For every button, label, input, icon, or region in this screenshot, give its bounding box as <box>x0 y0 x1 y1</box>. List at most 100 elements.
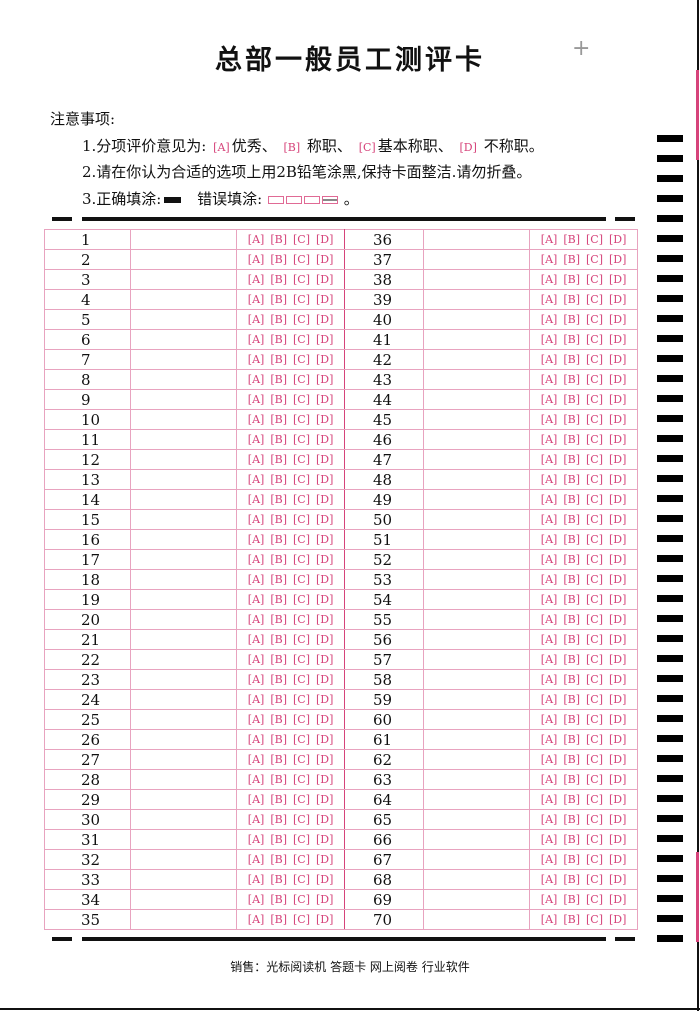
option-bubble-c[interactable]: [C] <box>585 273 603 286</box>
option-bubble-d[interactable]: [D] <box>608 233 627 246</box>
option-bubble-c[interactable]: [C] <box>585 413 603 426</box>
option-bubble-d[interactable]: [D] <box>608 593 627 606</box>
option-bubble-b[interactable]: [B] <box>563 233 580 246</box>
option-bubble-c[interactable]: [C] <box>292 813 310 826</box>
option-bubble-a[interactable]: [A] <box>540 613 558 626</box>
option-bubble-a[interactable]: [A] <box>540 553 558 566</box>
option-bubble-d[interactable]: [D] <box>608 433 627 446</box>
option-bubble-b[interactable]: [B] <box>563 493 580 506</box>
option-bubble-d[interactable]: [D] <box>315 673 334 686</box>
option-bubble-c[interactable]: [C] <box>585 853 603 866</box>
option-bubble-a[interactable]: [A] <box>247 913 265 926</box>
option-bubble-b[interactable]: [B] <box>563 553 580 566</box>
option-bubble-d[interactable]: [D] <box>608 753 627 766</box>
option-bubble-b[interactable]: [B] <box>270 873 287 886</box>
option-bubble-b[interactable]: [B] <box>563 673 580 686</box>
option-bubble-d[interactable]: [D] <box>315 753 334 766</box>
option-bubble-c[interactable]: [C] <box>585 653 603 666</box>
option-bubble-d[interactable]: [D] <box>608 773 627 786</box>
option-bubble-b[interactable]: [B] <box>563 373 580 386</box>
option-bubble-b[interactable]: [B] <box>270 853 287 866</box>
option-bubble-b[interactable]: [B] <box>270 833 287 846</box>
option-bubble-b[interactable]: [B] <box>563 893 580 906</box>
option-bubble-d[interactable]: [D] <box>315 833 334 846</box>
option-bubble-d[interactable]: [D] <box>315 553 334 566</box>
option-bubble-b[interactable]: [B] <box>563 653 580 666</box>
option-bubble-b[interactable]: [B] <box>270 373 287 386</box>
option-bubble-a[interactable]: [A] <box>247 393 265 406</box>
option-bubble-c[interactable]: [C] <box>585 253 603 266</box>
option-bubble-a[interactable]: [A] <box>540 473 558 486</box>
option-bubble-c[interactable]: [C] <box>585 373 603 386</box>
option-bubble-d[interactable]: [D] <box>315 313 334 326</box>
option-bubble-b[interactable]: [B] <box>270 613 287 626</box>
option-bubble-c[interactable]: [C] <box>292 253 310 266</box>
option-bubble-d[interactable]: [D] <box>315 373 334 386</box>
option-bubble-b[interactable]: [B] <box>563 693 580 706</box>
option-bubble-d[interactable]: [D] <box>315 273 334 286</box>
option-bubble-c[interactable]: [C] <box>585 833 603 846</box>
option-bubble-b[interactable]: [B] <box>563 453 580 466</box>
option-bubble-d[interactable]: [D] <box>315 453 334 466</box>
option-bubble-b[interactable]: [B] <box>563 593 580 606</box>
option-bubble-a[interactable]: [A] <box>540 773 558 786</box>
option-bubble-b[interactable]: [B] <box>270 433 287 446</box>
option-bubble-b[interactable]: [B] <box>270 513 287 526</box>
option-bubble-d[interactable]: [D] <box>608 833 627 846</box>
option-bubble-d[interactable]: [D] <box>608 573 627 586</box>
option-bubble-c[interactable]: [C] <box>292 753 310 766</box>
option-bubble-a[interactable]: [A] <box>247 473 265 486</box>
option-bubble-d[interactable]: [D] <box>608 253 627 266</box>
option-bubble-b[interactable]: [B] <box>270 673 287 686</box>
option-bubble-a[interactable]: [A] <box>540 913 558 926</box>
option-bubble-b[interactable]: [B] <box>563 433 580 446</box>
option-bubble-d[interactable]: [D] <box>608 673 627 686</box>
option-bubble-c[interactable]: [C] <box>585 233 603 246</box>
option-bubble-d[interactable]: [D] <box>608 513 627 526</box>
option-bubble-c[interactable]: [C] <box>292 573 310 586</box>
option-bubble-a[interactable]: [A] <box>540 513 558 526</box>
option-bubble-a[interactable]: [A] <box>540 713 558 726</box>
option-bubble-a[interactable]: [A] <box>247 273 265 286</box>
option-bubble-d[interactable]: [D] <box>608 313 627 326</box>
option-bubble-b[interactable]: [B] <box>563 253 580 266</box>
option-bubble-b[interactable]: [B] <box>270 553 287 566</box>
option-bubble-a[interactable]: [A] <box>247 633 265 646</box>
option-bubble-d[interactable]: [D] <box>315 233 334 246</box>
option-bubble-d[interactable]: [D] <box>608 413 627 426</box>
option-bubble-b[interactable]: [B] <box>563 633 580 646</box>
option-bubble-c[interactable]: [C] <box>585 733 603 746</box>
option-bubble-c[interactable]: [C] <box>292 513 310 526</box>
option-bubble-c[interactable]: [C] <box>585 553 603 566</box>
option-bubble-b[interactable]: [B] <box>563 313 580 326</box>
option-bubble-a[interactable]: [A] <box>540 853 558 866</box>
option-bubble-d[interactable]: [D] <box>315 773 334 786</box>
option-bubble-b[interactable]: [B] <box>563 853 580 866</box>
option-bubble-a[interactable]: [A] <box>247 853 265 866</box>
option-bubble-a[interactable]: [A] <box>540 413 558 426</box>
option-bubble-a[interactable]: [A] <box>247 833 265 846</box>
option-bubble-b[interactable]: [B] <box>563 793 580 806</box>
option-bubble-b[interactable]: [B] <box>563 513 580 526</box>
option-bubble-a[interactable]: [A] <box>540 593 558 606</box>
option-bubble-b[interactable]: [B] <box>270 493 287 506</box>
option-bubble-b[interactable]: [B] <box>270 413 287 426</box>
option-bubble-a[interactable]: [A] <box>540 533 558 546</box>
option-bubble-c[interactable]: [C] <box>292 633 310 646</box>
option-bubble-d[interactable]: [D] <box>608 373 627 386</box>
option-bubble-a[interactable]: [A] <box>247 593 265 606</box>
option-bubble-a[interactable]: [A] <box>247 373 265 386</box>
option-bubble-d[interactable]: [D] <box>608 733 627 746</box>
option-bubble-a[interactable]: [A] <box>247 513 265 526</box>
option-bubble-d[interactable]: [D] <box>315 493 334 506</box>
option-bubble-a[interactable]: [A] <box>540 873 558 886</box>
option-bubble-c[interactable]: [C] <box>585 633 603 646</box>
option-bubble-a[interactable]: [A] <box>247 493 265 506</box>
option-bubble-c[interactable]: [C] <box>292 693 310 706</box>
option-bubble-c[interactable]: [C] <box>585 333 603 346</box>
option-bubble-b[interactable]: [B] <box>270 753 287 766</box>
option-bubble-a[interactable]: [A] <box>247 873 265 886</box>
option-bubble-d[interactable]: [D] <box>608 293 627 306</box>
option-bubble-c[interactable]: [C] <box>585 453 603 466</box>
option-bubble-c[interactable]: [C] <box>585 513 603 526</box>
